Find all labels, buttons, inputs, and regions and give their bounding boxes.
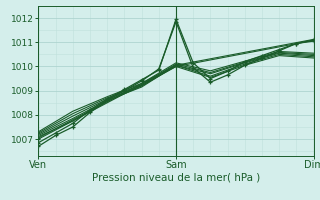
X-axis label: Pression niveau de la mer( hPa ): Pression niveau de la mer( hPa ) <box>92 173 260 183</box>
